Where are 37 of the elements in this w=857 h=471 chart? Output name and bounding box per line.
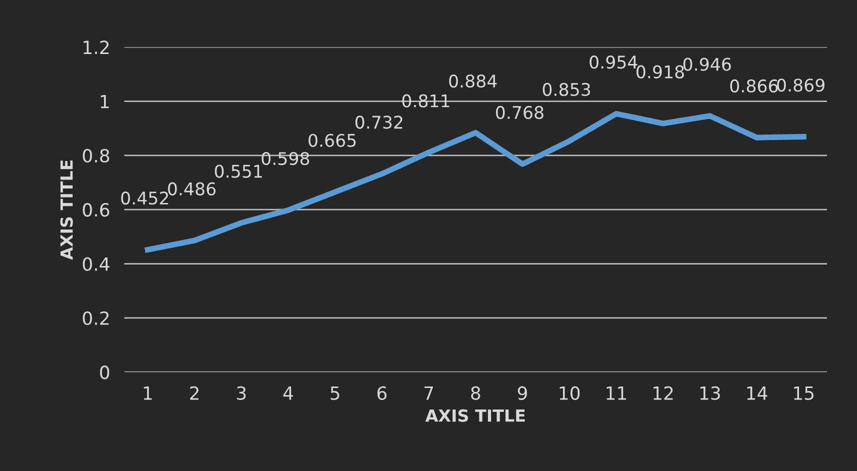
data-label: 0.946 (683, 58, 731, 71)
x-tick-label: 10 (560, 386, 580, 400)
x-tick-label: 3 (237, 386, 246, 400)
x-tick-label: 5 (330, 386, 340, 400)
data-label: 0.551 (214, 164, 262, 178)
x-tick-label: 7 (424, 386, 433, 400)
y-axis-title: AXIS TITLE (60, 160, 73, 260)
y-tick-label: 1.2 (84, 40, 109, 54)
y-tick-label: 0.2 (82, 311, 109, 326)
x-tick-label: 14 (747, 386, 768, 400)
data-label: 0.954 (590, 56, 638, 69)
data-label: 0.665 (308, 134, 356, 147)
x-tick-label: 9 (518, 386, 527, 400)
x-tick-label: 13 (700, 386, 720, 400)
x-tick-label: 4 (283, 386, 293, 400)
data-label: 0.918 (636, 65, 684, 78)
x-tick-label: 12 (654, 386, 673, 400)
x-tick-label: 11 (606, 386, 626, 400)
x-tick-label: 1 (144, 386, 152, 400)
x-axis-title: AXIS TITLE (425, 409, 525, 422)
data-label: 0.884 (449, 74, 497, 88)
data-label: 0.768 (496, 106, 544, 120)
data-label: 0.853 (542, 82, 590, 96)
x-tick-label: 6 (377, 386, 387, 400)
y-tick-label: 0.6 (82, 203, 110, 217)
x-tick-label: 8 (471, 386, 480, 400)
x-tick-label: 2 (190, 386, 198, 400)
y-tick-label: 1 (100, 94, 109, 108)
data-label: 0.452 (121, 192, 168, 205)
x-tick-label: 15 (794, 386, 814, 400)
data-label: 0.486 (168, 182, 216, 196)
y-tick-label: 0.8 (82, 148, 110, 163)
data-label: 0.866 (730, 79, 778, 93)
y-tick-label: 0.4 (82, 257, 110, 271)
data-label: 0.732 (355, 116, 402, 129)
y-tick-label: 0 (100, 366, 110, 380)
data-label: 0.869 (777, 78, 824, 92)
